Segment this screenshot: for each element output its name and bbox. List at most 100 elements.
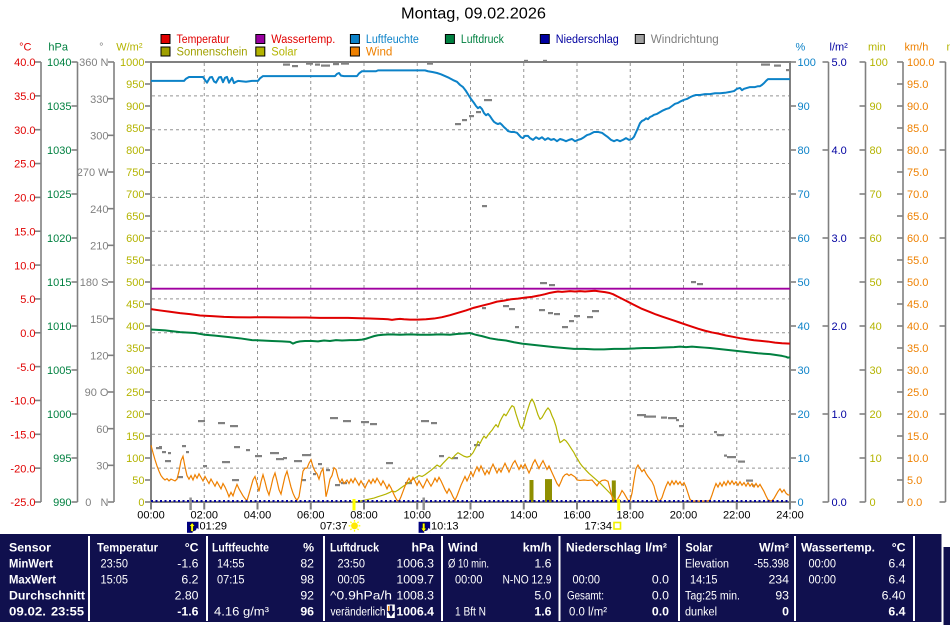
svg-text:Luftdruck: Luftdruck xyxy=(461,34,504,46)
svg-text:5.0: 5.0 xyxy=(832,57,847,69)
svg-text:04:00: 04:00 xyxy=(244,510,272,522)
svg-text:40: 40 xyxy=(870,321,882,333)
svg-text:20.0: 20.0 xyxy=(14,193,35,205)
svg-text:-15.0: -15.0 xyxy=(10,430,35,442)
svg-text:4.16 g/m³: 4.16 g/m³ xyxy=(214,605,269,619)
svg-text:50: 50 xyxy=(132,475,144,487)
svg-text:100: 100 xyxy=(126,453,144,465)
svg-text:80: 80 xyxy=(798,145,810,157)
svg-text:02:00: 02:00 xyxy=(190,510,218,522)
svg-text:25.0: 25.0 xyxy=(907,387,928,399)
svg-text:300: 300 xyxy=(90,131,108,143)
svg-text:00:00: 00:00 xyxy=(809,556,837,570)
svg-text:0.0: 0.0 xyxy=(907,497,922,509)
svg-text:210: 210 xyxy=(90,241,108,253)
svg-text:30.0: 30.0 xyxy=(14,125,35,137)
svg-text:veränderlich: veränderlich xyxy=(331,605,386,619)
svg-text:00:00: 00:00 xyxy=(455,573,483,587)
svg-text:Solar: Solar xyxy=(271,47,297,59)
svg-text:35.0: 35.0 xyxy=(14,91,35,103)
svg-text:90: 90 xyxy=(870,101,882,113)
svg-text:75.0: 75.0 xyxy=(907,167,928,179)
svg-text:1000: 1000 xyxy=(120,57,144,69)
svg-text:100: 100 xyxy=(870,57,888,69)
svg-text:60.0: 60.0 xyxy=(907,233,928,245)
svg-text:0.0: 0.0 xyxy=(20,328,35,340)
svg-text:70.0: 70.0 xyxy=(907,189,928,201)
svg-text:00:00: 00:00 xyxy=(809,573,837,587)
svg-text:100.0: 100.0 xyxy=(907,57,935,69)
svg-text:10:13: 10:13 xyxy=(431,521,459,533)
svg-text:180 S: 180 S xyxy=(80,277,109,289)
svg-text:240: 240 xyxy=(90,204,108,216)
svg-text:10: 10 xyxy=(870,453,882,465)
svg-text:Luftfeuchte: Luftfeuchte xyxy=(366,34,419,46)
svg-text:09.02.: 09.02. xyxy=(9,605,46,619)
svg-text:N-NO 12.9: N-NO 12.9 xyxy=(503,573,552,587)
svg-text:300: 300 xyxy=(126,365,144,377)
svg-text:1009.7: 1009.7 xyxy=(396,573,434,587)
svg-text:1015: 1015 xyxy=(47,277,71,289)
svg-text:W/m²: W/m² xyxy=(116,42,143,54)
svg-text:hPa: hPa xyxy=(48,42,68,54)
svg-text:0.0: 0.0 xyxy=(652,589,669,603)
svg-text:km/h: km/h xyxy=(523,540,552,554)
svg-text:MinWert: MinWert xyxy=(9,556,53,570)
svg-text:1 Bft N: 1 Bft N xyxy=(455,605,486,619)
svg-text:1005: 1005 xyxy=(47,365,71,377)
svg-text:-5.0: -5.0 xyxy=(17,362,36,374)
svg-text:40.0: 40.0 xyxy=(14,57,35,69)
svg-text:23:50: 23:50 xyxy=(338,556,366,570)
svg-text:65.0: 65.0 xyxy=(907,211,928,223)
svg-text:45.0: 45.0 xyxy=(907,299,928,311)
svg-text:1035: 1035 xyxy=(47,101,71,113)
svg-text:Temperatur: Temperatur xyxy=(97,540,158,554)
svg-text:950: 950 xyxy=(126,79,144,91)
svg-text:14:00: 14:00 xyxy=(510,510,538,522)
svg-text:30.0: 30.0 xyxy=(907,365,928,377)
svg-text:750: 750 xyxy=(126,167,144,179)
svg-text:990: 990 xyxy=(53,497,71,509)
svg-text:min: min xyxy=(868,42,886,54)
svg-text:0.0: 0.0 xyxy=(652,573,669,587)
svg-text:400: 400 xyxy=(126,321,144,333)
svg-text:60: 60 xyxy=(798,233,810,245)
svg-text:20:00: 20:00 xyxy=(670,510,698,522)
svg-text:0 N: 0 N xyxy=(85,497,108,509)
svg-text:Wassertemp.: Wassertemp. xyxy=(801,540,875,554)
svg-text:350: 350 xyxy=(126,343,144,355)
svg-text:W/m²: W/m² xyxy=(759,540,789,554)
svg-text:96: 96 xyxy=(300,605,314,619)
svg-text:0: 0 xyxy=(782,605,789,619)
svg-text:450: 450 xyxy=(126,299,144,311)
svg-text:Durchschnitt: Durchschnitt xyxy=(9,589,85,603)
svg-text:5.0: 5.0 xyxy=(907,475,922,487)
svg-text:^0.9hPa/h: ^0.9hPa/h xyxy=(330,589,392,603)
svg-text:Temperatur: Temperatur xyxy=(177,34,230,46)
svg-text:20.0: 20.0 xyxy=(907,409,928,421)
svg-text:22:00: 22:00 xyxy=(723,510,751,522)
svg-text:0: 0 xyxy=(870,497,876,509)
svg-text:500: 500 xyxy=(126,277,144,289)
svg-text:150: 150 xyxy=(90,314,108,326)
svg-text:-55.398: -55.398 xyxy=(754,556,789,570)
svg-text:650: 650 xyxy=(126,211,144,223)
svg-text:Elevation: Elevation xyxy=(685,556,729,570)
svg-text:700: 700 xyxy=(126,189,144,201)
svg-text:Tag:25 min.: Tag:25 min. xyxy=(685,589,740,603)
svg-text:km/h: km/h xyxy=(905,42,929,54)
svg-text:93: 93 xyxy=(775,589,789,603)
svg-text:-20.0: -20.0 xyxy=(10,463,35,475)
svg-text:23:50: 23:50 xyxy=(101,556,129,570)
svg-text:0: 0 xyxy=(798,497,804,509)
svg-text:55.0: 55.0 xyxy=(907,255,928,267)
svg-text:-10.0: -10.0 xyxy=(10,396,35,408)
svg-text:°C: °C xyxy=(185,540,199,554)
svg-text:1006.4: 1006.4 xyxy=(396,605,434,619)
svg-text:5.0: 5.0 xyxy=(20,294,35,306)
svg-text:35.0: 35.0 xyxy=(907,343,928,355)
svg-text:0.0: 0.0 xyxy=(652,605,669,619)
svg-text:°: ° xyxy=(99,42,103,54)
svg-text:40.0: 40.0 xyxy=(907,321,928,333)
svg-text:-1.6: -1.6 xyxy=(177,556,198,570)
